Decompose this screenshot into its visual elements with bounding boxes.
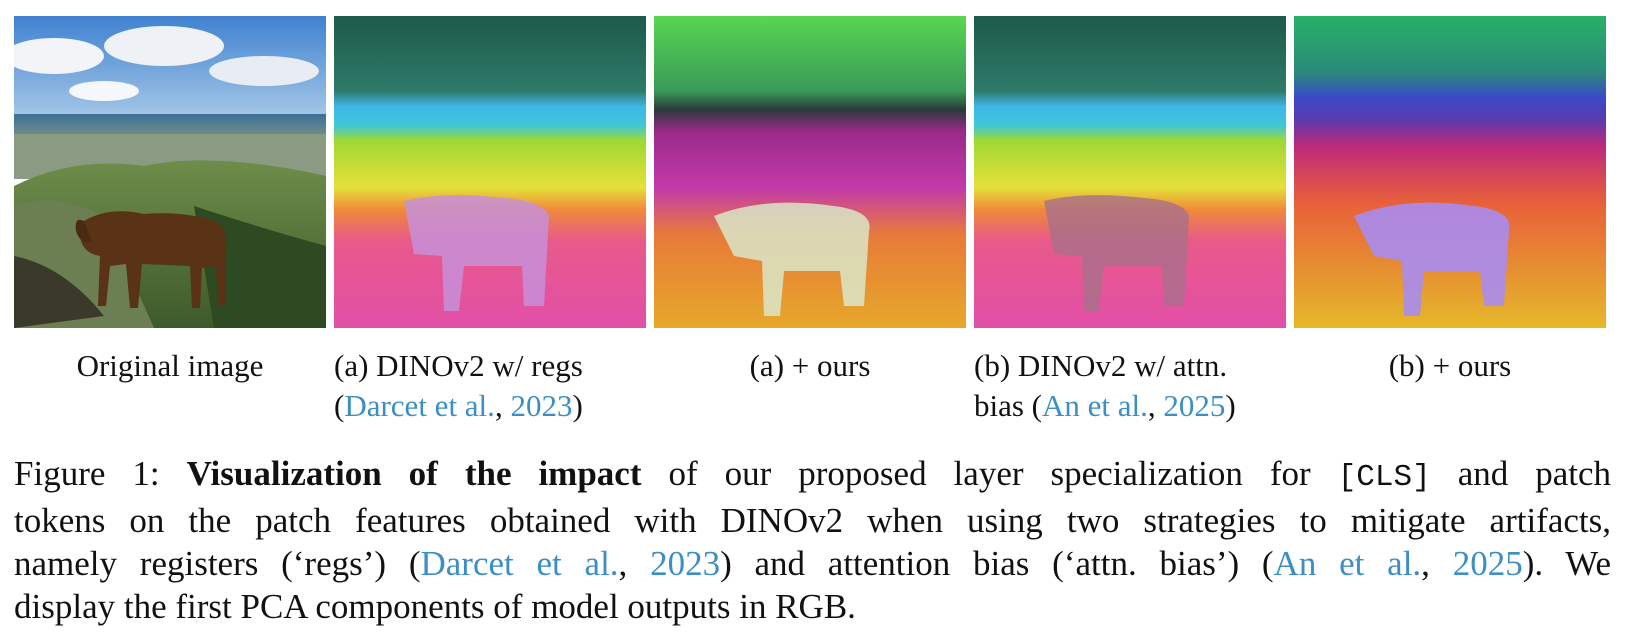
caption-attn-line1: (b) DINOv2 w/ attn. [974,348,1228,383]
pca-map-regs [334,16,646,328]
figcap-citation-2023-link[interactable]: 2023 [650,544,721,583]
caption-regs-ours: (a) + ours [654,346,966,386]
caption-attn-sep: , [1147,388,1164,423]
figure-caption: Figure 1: Visualization of the impact of… [14,452,1611,628]
caption-attn-ours-text: (b) + ours [1388,348,1512,383]
pca-panel-regs-ours [654,16,966,328]
figure-label: Figure 1: [14,454,160,493]
figure-caption-line-2: tokens on the patch features obtained wi… [14,501,1611,540]
pca-panel-regs [334,16,646,328]
caption-regs-ours-text: (a) + ours [749,348,871,383]
caption-attn-close: ) [1225,388,1236,423]
pca-map-attn-bias-ours [1294,16,1606,328]
line3-text-b: ) and attention bias (‘attn. bias’) ( [720,544,1274,583]
caption-original: Original image [14,346,326,386]
citation-an-link[interactable]: An et al. [1042,388,1148,423]
pca-map-regs-ours [654,16,966,328]
line3-text-c: ). We [1522,544,1611,583]
citation-darcet-link[interactable]: Darcet et al. [344,388,495,423]
caption-regs-open: ( [334,388,345,423]
line3-sep-1: , [618,544,651,583]
figure-caption-bold: Visualization of the impact [186,454,642,493]
figure-caption-line-3: namely registers (‘regs’) (Darcet et al.… [14,542,1611,585]
pca-panel-attn-bias [974,16,1286,328]
figure-caption-line-4: display the first PCA components of mode… [14,587,856,626]
line3-text-a: namely registers (‘regs’) ( [14,544,421,583]
cls-token-label: [CLS] [1337,460,1431,495]
caption-regs-line1: (a) DINOv2 w/ regs [334,348,583,383]
figcap-citation-darcet-link[interactable]: Darcet et al. [420,544,619,583]
caption-regs-close: ) [572,388,583,423]
original-photo-graphic [14,16,326,328]
figcap-citation-2025-link[interactable]: 2025 [1452,544,1523,583]
caption-attn-bias-ours: (b) + ours [1294,346,1606,386]
caption-attn-bias: (b) DINOv2 w/ attn. bias (An et al., 202… [974,346,1236,426]
citation-year-2025-link[interactable]: 2025 [1163,388,1226,423]
citation-year-2023-link[interactable]: 2023 [510,388,573,423]
caption-attn-line2: bias ( [974,388,1043,423]
figcap-citation-an-link[interactable]: An et al. [1273,544,1422,583]
line3-sep-2: , [1421,544,1453,583]
caption-original-text: Original image [76,348,264,383]
caption-regs-sep: , [494,388,511,423]
pca-panel-attn-bias-ours [1294,16,1606,328]
original-image [14,16,326,328]
figure-caption-text-2: and patch [1457,454,1611,493]
figure-caption-line-1: Figure 1: Visualization of the impact of… [14,452,1611,499]
pca-map-attn-bias [974,16,1286,328]
caption-regs: (a) DINOv2 w/ regs (Darcet et al., 2023) [334,346,583,426]
figure-caption-text-1: of our proposed layer specialization for [668,454,1311,493]
